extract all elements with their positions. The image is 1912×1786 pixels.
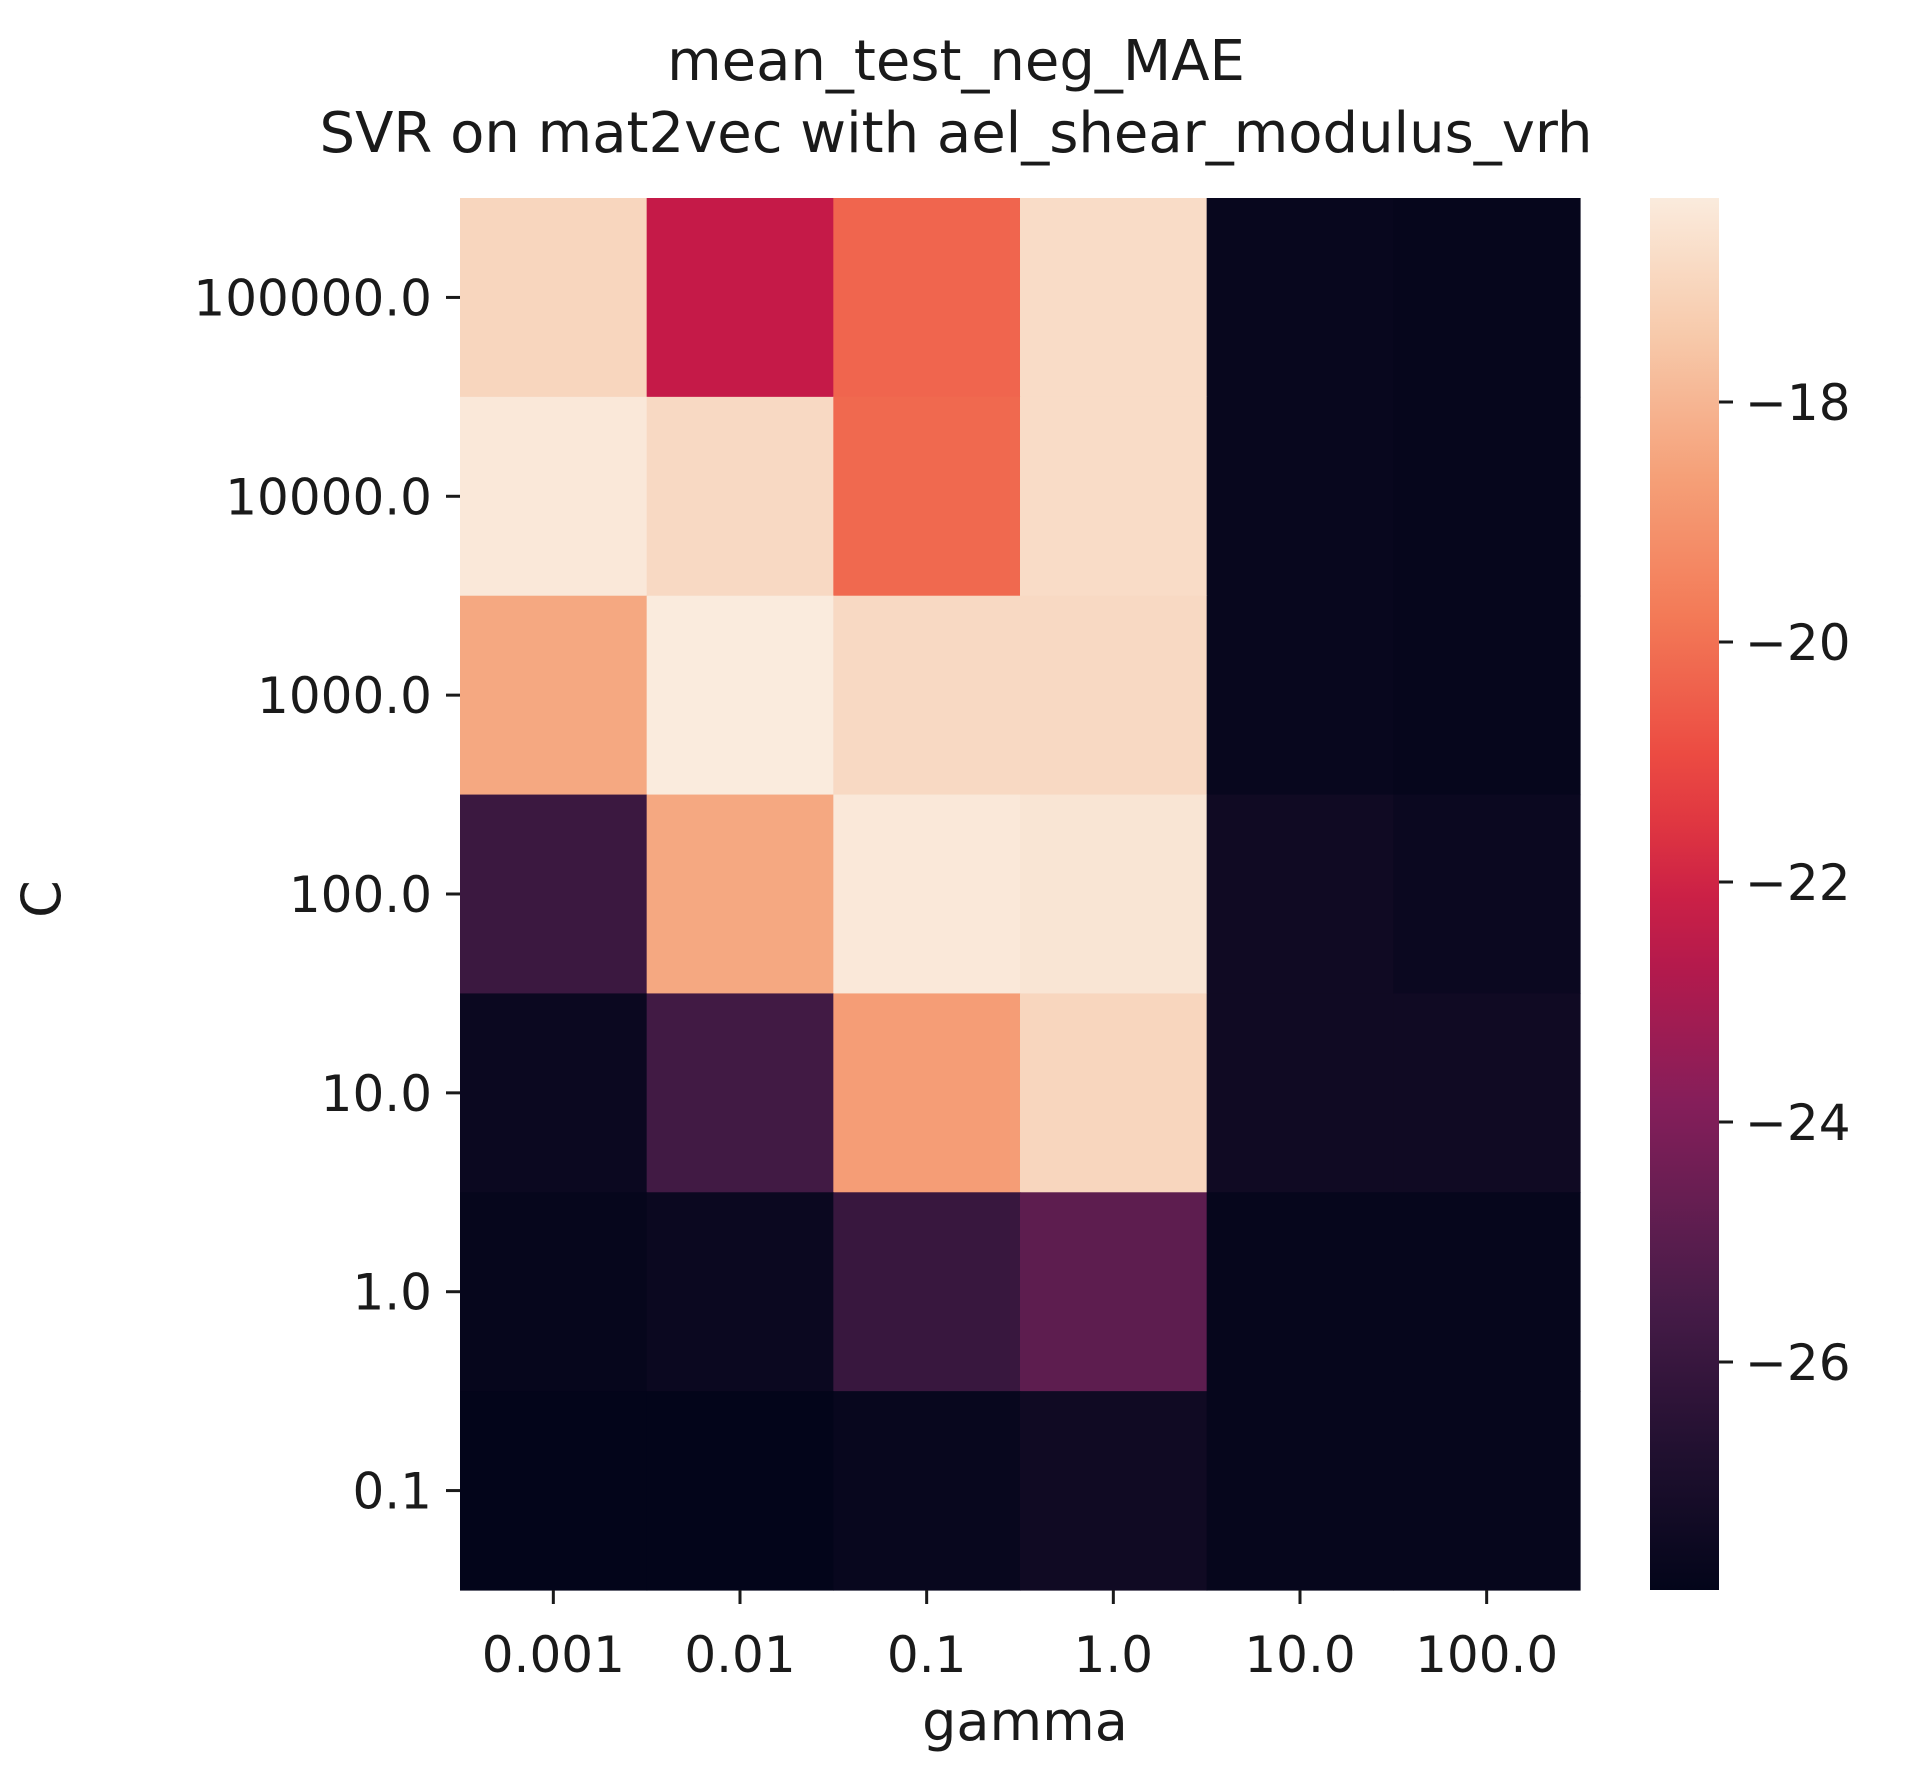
colorbar-tick-label: −20 — [1745, 614, 1851, 672]
heatmap-cell — [1393, 595, 1581, 796]
heatmap-cell — [833, 794, 1021, 995]
heatmap-cell — [460, 794, 648, 995]
y-tick-label: 10000.0 — [225, 468, 432, 526]
y-axis-label: C — [10, 880, 73, 918]
heatmap-cell — [1206, 794, 1394, 995]
heatmap-cell — [646, 396, 834, 597]
heatmap-cell — [646, 993, 834, 1193]
y-tick-label: 100.0 — [289, 866, 432, 924]
y-tick-label: 0.1 — [352, 1463, 432, 1521]
heatmap-cell — [833, 198, 1021, 398]
heatmap-cell — [1020, 794, 1208, 995]
colorbar-tick-label: −18 — [1745, 374, 1851, 432]
heatmap-cell — [1393, 1391, 1581, 1591]
x-tick-label: 100.0 — [1415, 1626, 1558, 1684]
x-tick-label: 0.001 — [482, 1626, 625, 1684]
heatmap-cell — [1206, 1192, 1394, 1392]
heatmap-cell — [1020, 396, 1208, 597]
chart-title: mean_test_neg_MAE — [667, 29, 1245, 94]
chart-subtitle: SVR on mat2vec with ael_shear_modulus_vr… — [320, 101, 1593, 166]
heatmap-cells — [460, 198, 1581, 1591]
x-tick-label: 0.1 — [887, 1626, 967, 1684]
x-tick-label: 0.01 — [684, 1626, 795, 1684]
x-tick-label: 10.0 — [1244, 1626, 1355, 1684]
heatmap-cell — [1393, 396, 1581, 597]
heatmap-cell — [1020, 198, 1208, 398]
y-tick-label: 10.0 — [321, 1065, 432, 1123]
heatmap-cell — [1206, 993, 1394, 1193]
heatmap-cell — [646, 794, 834, 995]
heatmap-cell — [460, 1391, 648, 1591]
heatmap-cell — [833, 396, 1021, 597]
y-tick-label: 1.0 — [352, 1264, 432, 1322]
heatmap-cell — [460, 993, 648, 1193]
heatmap-cell — [1020, 993, 1208, 1193]
y-tick-label: 100000.0 — [193, 269, 432, 327]
heatmap-cell — [1206, 396, 1394, 597]
heatmap-cell — [1206, 198, 1394, 398]
heatmap-cell — [646, 595, 834, 796]
heatmap-cell — [833, 595, 1021, 796]
heatmap-cell — [460, 595, 648, 796]
heatmap-cell — [833, 1391, 1021, 1591]
y-tick-label: 1000.0 — [257, 667, 432, 725]
heatmap-cell — [1206, 1391, 1394, 1591]
heatmap-cell — [460, 1192, 648, 1392]
heatmap-cell — [646, 198, 834, 398]
heatmap-cell — [833, 1192, 1021, 1392]
heatmap-cell — [646, 1192, 834, 1392]
colorbar-tick-label: −22 — [1745, 854, 1851, 912]
x-tick-label: 1.0 — [1074, 1626, 1154, 1684]
x-axis-label: gamma — [922, 1690, 1128, 1753]
heatmap-cell — [1393, 993, 1581, 1193]
y-axis-ticks: 100000.0 10000.0 1000.0 100.0 10.0 1.0 0.1 — [193, 269, 460, 1521]
colorbar — [1650, 198, 1719, 1590]
colorbar-tick-label: −24 — [1745, 1094, 1851, 1152]
heatmap-cell — [1020, 1391, 1208, 1591]
heatmap-cell — [460, 198, 648, 398]
heatmap-cell — [833, 993, 1021, 1193]
heatmap-cell — [1393, 1192, 1581, 1392]
heatmap-cell — [1020, 595, 1208, 796]
heatmap-cell — [460, 396, 648, 597]
x-axis-ticks: 0.001 0.01 0.1 1.0 10.0 100.0 — [482, 1590, 1558, 1684]
heatmap-cell — [1393, 794, 1581, 995]
colorbar-tick-label: −26 — [1745, 1334, 1851, 1392]
heatmap-cell — [646, 1391, 834, 1591]
heatmap-cell — [1020, 1192, 1208, 1392]
heatmap-cell — [1393, 198, 1581, 398]
heatmap-cell — [1206, 595, 1394, 796]
colorbar-ticks: −18 −20 −22 −24 −26 — [1719, 374, 1851, 1392]
